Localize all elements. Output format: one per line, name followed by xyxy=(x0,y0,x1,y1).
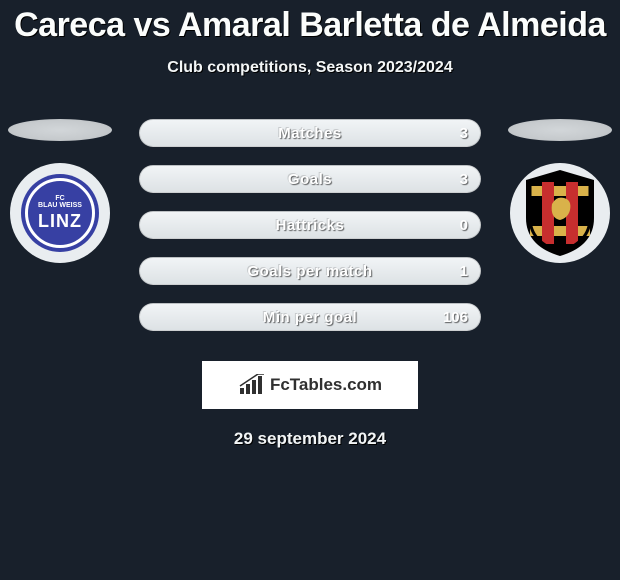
club-badge-right xyxy=(510,163,610,263)
stat-label: Hattricks xyxy=(276,217,345,234)
brand-text: FcTables.com xyxy=(270,375,382,395)
brand-box: FcTables.com xyxy=(202,361,418,409)
stat-value: 3 xyxy=(460,125,468,142)
date-text: 29 september 2024 xyxy=(0,429,620,449)
stat-bar: Min per goal 106 xyxy=(139,303,481,331)
club-badge-right-svg xyxy=(520,168,600,258)
player-right xyxy=(500,119,620,263)
stat-bar: Hattricks 0 xyxy=(139,211,481,239)
club-left-line3: LINZ xyxy=(38,211,82,232)
stat-bar: Matches 3 xyxy=(139,119,481,147)
stat-value: 106 xyxy=(443,309,468,326)
stat-bar: Goals 3 xyxy=(139,165,481,193)
stat-label: Goals per match xyxy=(247,263,372,280)
page-title: Careca vs Amaral Barletta de Almeida xyxy=(0,0,620,45)
stat-bars: Matches 3 Goals 3 Hattricks 0 Goals per … xyxy=(139,119,481,331)
stat-bar: Goals per match 1 xyxy=(139,257,481,285)
stat-label: Min per goal xyxy=(263,309,357,326)
club-left-line1: FC xyxy=(55,195,64,202)
stat-label: Goals xyxy=(288,171,332,188)
player-left-shadow xyxy=(8,119,112,141)
player-right-shadow xyxy=(508,119,612,141)
player-left: FC BLAU WEISS LINZ xyxy=(0,119,120,263)
club-left-line2: BLAU WEISS xyxy=(38,202,82,209)
stat-value: 0 xyxy=(460,217,468,234)
stat-value: 1 xyxy=(460,263,468,280)
comparison-panel: FC BLAU WEISS LINZ Matches 3 xyxy=(0,119,620,449)
stat-value: 3 xyxy=(460,171,468,188)
chart-icon xyxy=(238,374,266,396)
stat-label: Matches xyxy=(278,125,342,142)
club-badge-left: FC BLAU WEISS LINZ xyxy=(10,163,110,263)
club-badge-left-inner: FC BLAU WEISS LINZ xyxy=(21,174,99,252)
subtitle: Club competitions, Season 2023/2024 xyxy=(0,59,620,77)
